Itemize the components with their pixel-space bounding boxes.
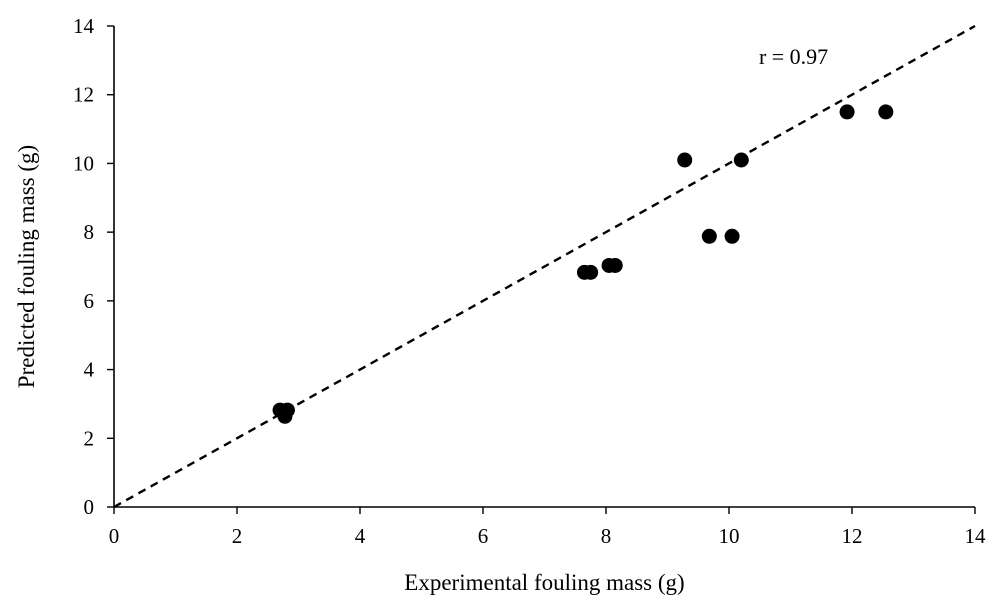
y-tick-label: 6 xyxy=(84,289,95,313)
x-tick-label: 4 xyxy=(355,524,366,548)
data-point xyxy=(677,152,693,168)
x-axis-title: Experimental fouling mass (g) xyxy=(404,570,684,595)
y-tick-label: 4 xyxy=(84,358,95,382)
y-tick-label: 10 xyxy=(73,151,94,175)
axes xyxy=(113,26,975,508)
x-tick-label: 8 xyxy=(601,524,612,548)
data-point xyxy=(733,152,749,168)
y-tick-label: 12 xyxy=(73,83,94,107)
y-axis-title: Predicted fouling mass (g) xyxy=(14,145,39,388)
reference-line-group xyxy=(113,24,976,509)
x-tick-label: 0 xyxy=(109,524,120,548)
data-point xyxy=(701,228,717,244)
data-point xyxy=(277,408,293,424)
data-points xyxy=(272,104,894,424)
data-point xyxy=(724,228,740,244)
data-point xyxy=(583,264,599,280)
data-point xyxy=(839,104,855,120)
x-tick-label: 10 xyxy=(719,524,740,548)
x-tick-label: 6 xyxy=(478,524,489,548)
y-tick-label: 2 xyxy=(84,426,95,450)
x-tick-label: 2 xyxy=(232,524,243,548)
y-tick-label: 14 xyxy=(73,14,95,38)
data-point xyxy=(607,257,623,273)
y-ticks: 0 2 4 6 8 10 12 14 xyxy=(73,14,114,519)
y-tick-label: 8 xyxy=(84,220,95,244)
x-ticks: 0 2 4 6 8 10 12 14 xyxy=(109,507,986,548)
data-point xyxy=(878,104,894,120)
x-tick-label: 14 xyxy=(965,524,987,548)
x-tick-label: 12 xyxy=(842,524,863,548)
annotations: r = 0.97 xyxy=(759,44,828,69)
reference-line xyxy=(113,24,976,509)
y-tick-label: 0 xyxy=(84,495,95,519)
correlation-annotation: r = 0.97 xyxy=(759,44,828,69)
